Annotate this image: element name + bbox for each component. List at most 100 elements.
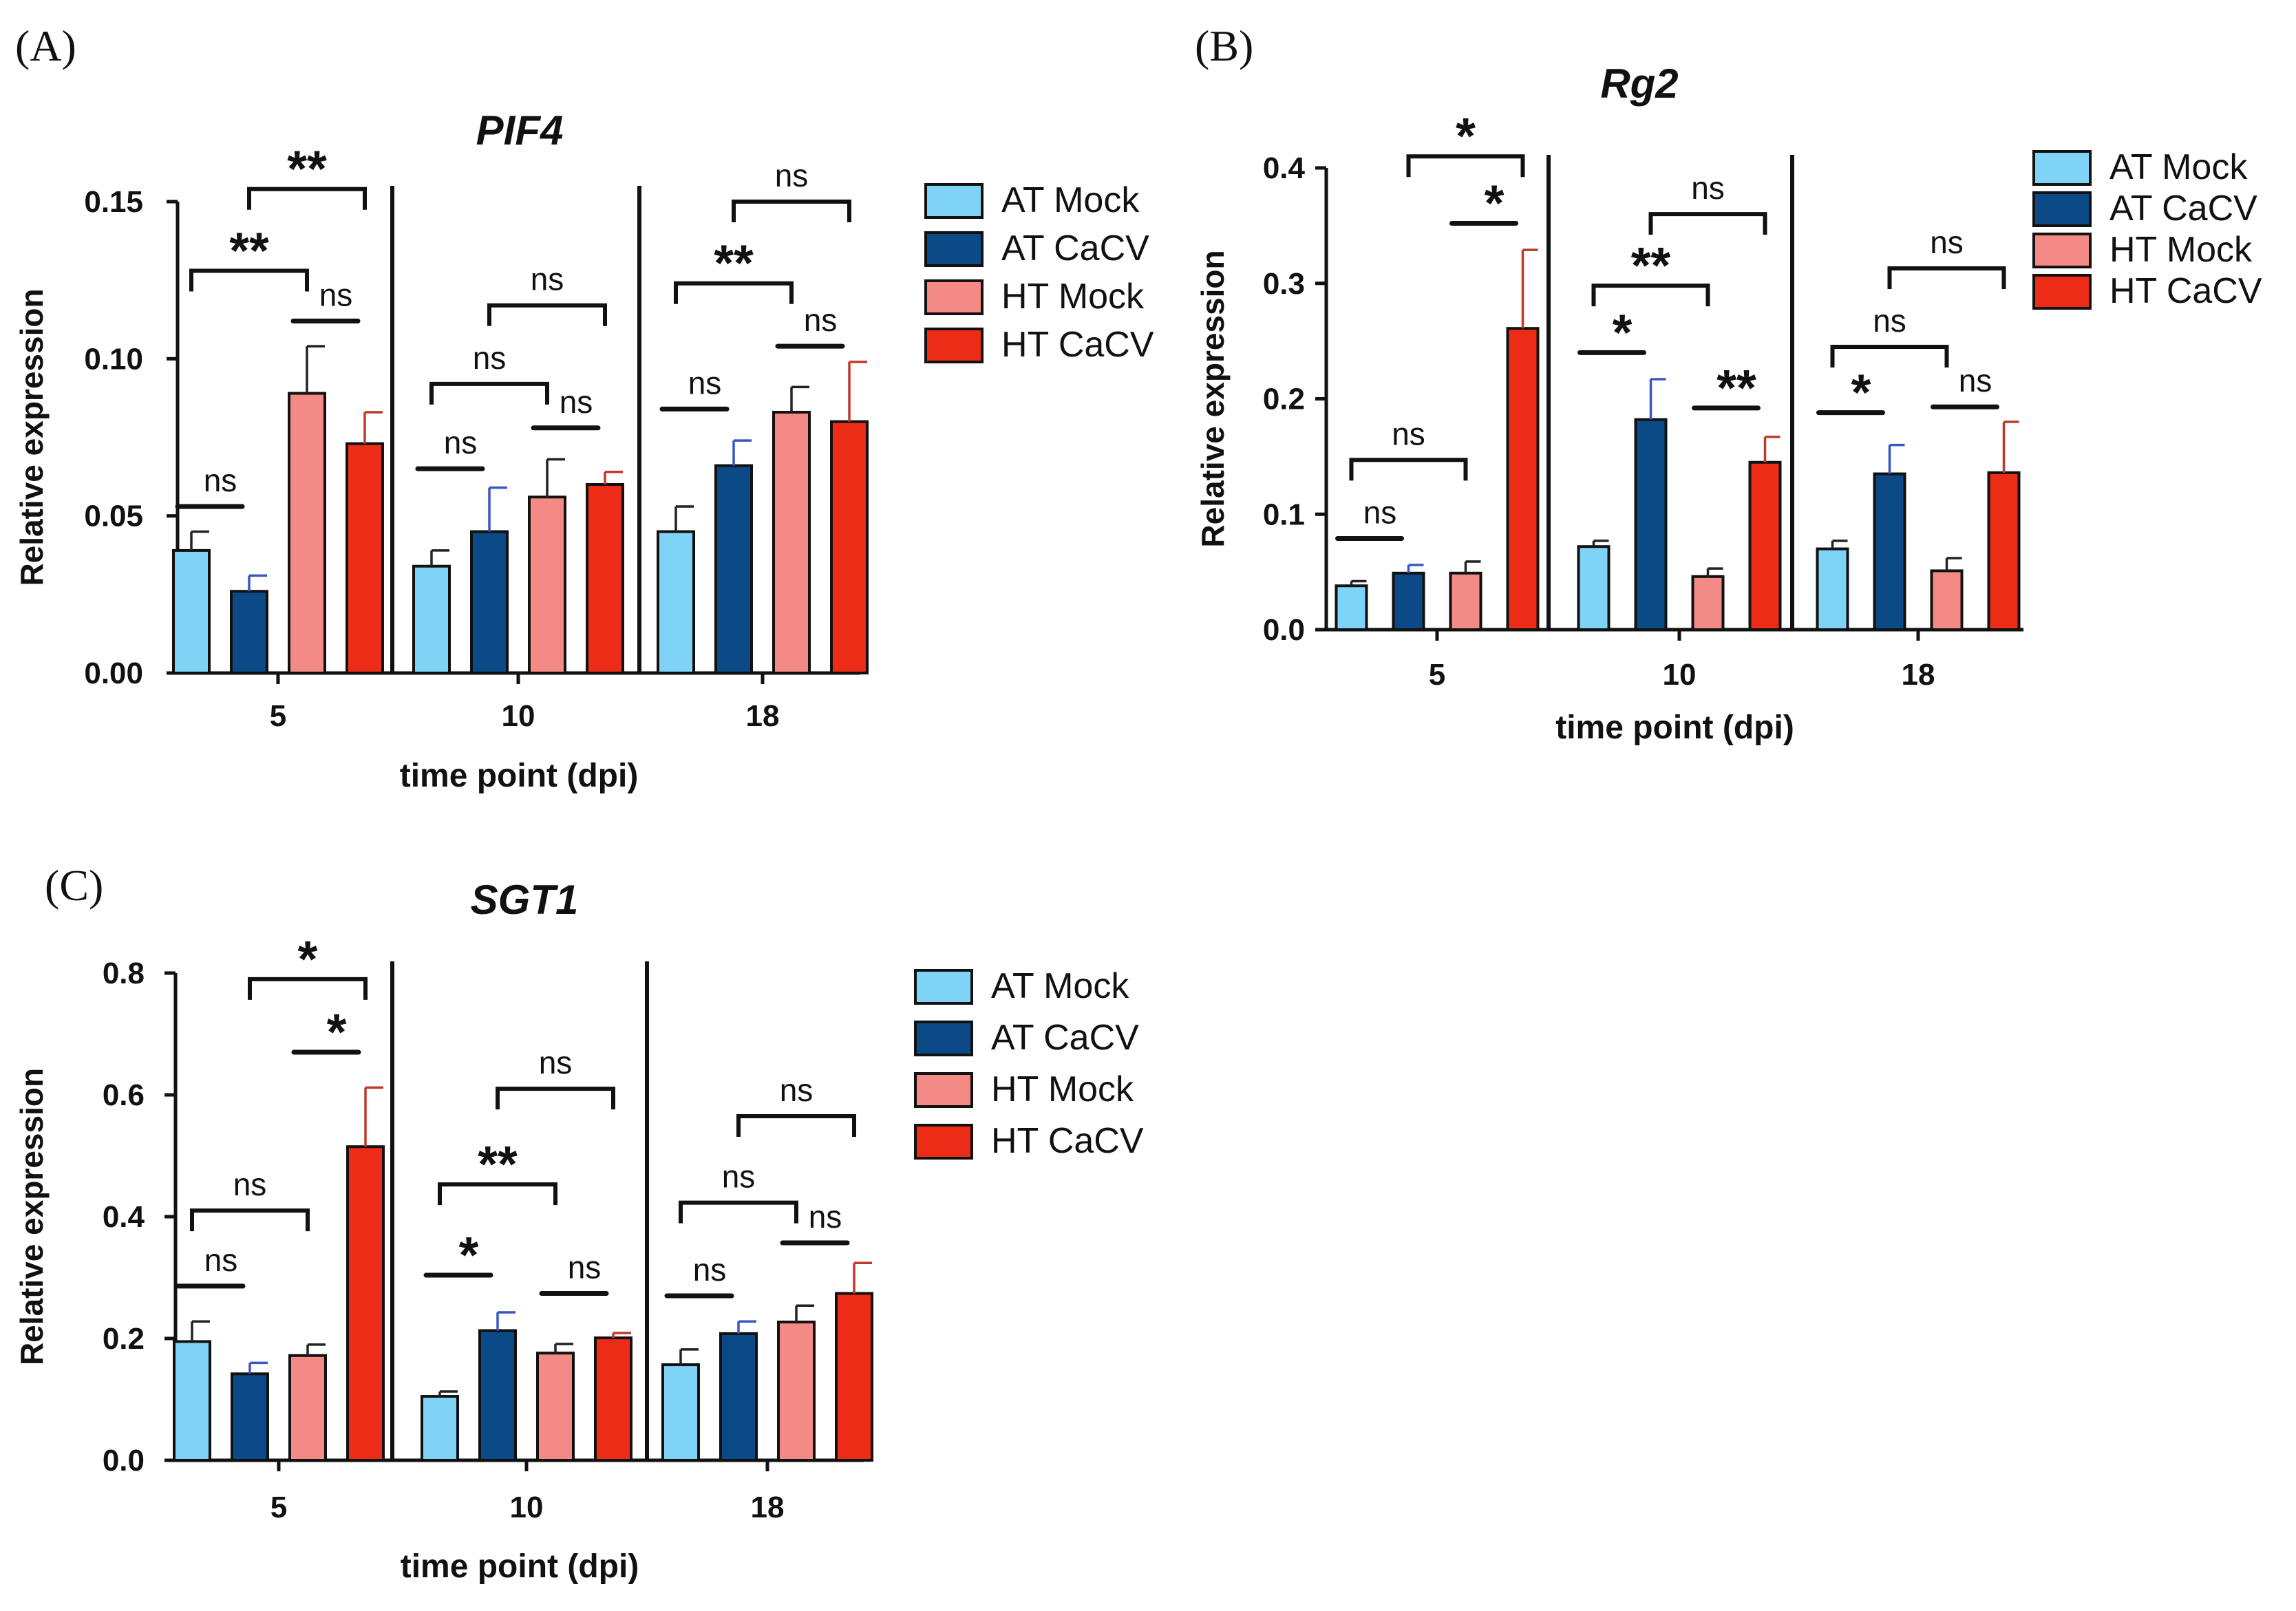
y-tick-label: 0.2	[103, 1322, 145, 1356]
significance-bracket	[679, 1200, 798, 1224]
y-tick-label: 0.0	[103, 1444, 145, 1477]
significance-bracket	[1887, 266, 2006, 289]
bar	[1987, 471, 2021, 631]
legend-label: HT CaCV	[2109, 271, 2262, 311]
significance-label: ns	[775, 158, 809, 193]
x-tick-label: 18	[1902, 658, 1935, 692]
significance-bracket	[248, 977, 368, 1000]
y-axis-label: Relative expression	[1195, 250, 1231, 547]
significance-label: ns	[1873, 303, 1906, 339]
significance-label: ns	[722, 1159, 756, 1195]
bar	[1816, 547, 1849, 632]
significance-label: ns	[804, 302, 838, 338]
y-axis-label: Relative expression	[14, 288, 50, 586]
panel-label: (C)	[45, 861, 103, 910]
bar	[288, 1354, 327, 1462]
chart-title: Rg2	[1600, 61, 1678, 107]
panel-label: (B)	[1195, 21, 1253, 70]
bar	[1634, 418, 1668, 631]
legend-swatch	[2032, 191, 2092, 227]
legend-label: AT CaCV	[991, 1018, 1139, 1058]
significance-bracket	[438, 1182, 557, 1206]
significance-label: ns	[204, 1242, 238, 1278]
y-tick-label: 0.4	[103, 1200, 145, 1234]
significance-bracket	[1406, 154, 1525, 178]
legend-label: AT Mock	[2109, 147, 2248, 187]
y-tick-label: 0.6	[103, 1078, 145, 1112]
y-tick-label: 0.8	[103, 957, 145, 990]
significance-bracket	[247, 186, 367, 210]
bar	[1930, 569, 1964, 632]
legend-swatch	[914, 1124, 973, 1160]
significance-label: ns	[1959, 363, 1992, 398]
significance-bracket	[1349, 458, 1468, 481]
legend-swatch	[924, 328, 984, 363]
significance-label: *	[1456, 107, 1476, 164]
x-tick-label: 10	[1663, 658, 1697, 692]
bar	[231, 1372, 269, 1462]
significance-label: *	[1485, 175, 1505, 232]
bar	[346, 442, 384, 675]
significance-bracket	[732, 200, 851, 222]
legend-label: AT CaCV	[1001, 228, 1149, 268]
significance-label: ns	[1930, 224, 1964, 260]
significance-label: ns	[1691, 170, 1725, 206]
significance-bracket	[496, 1087, 615, 1110]
legend-label: AT Mock	[991, 966, 1129, 1006]
y-axis-label: Relative expression	[14, 1068, 50, 1365]
y-tick-label: 0.00	[84, 657, 143, 690]
bar	[1748, 460, 1782, 632]
bar	[1691, 575, 1725, 632]
legend-label: AT CaCV	[2109, 189, 2257, 228]
significance-label: ns	[560, 384, 593, 420]
legend-label: AT Mock	[1001, 180, 1140, 220]
legend-swatch	[914, 1072, 973, 1108]
significance-label: *	[1851, 364, 1871, 421]
bar	[1392, 571, 1425, 631]
x-tick-label: 18	[751, 1491, 785, 1524]
bar	[1449, 571, 1482, 631]
significance-label: *	[298, 930, 318, 988]
bar	[661, 1363, 700, 1462]
significance-label: *	[327, 1003, 347, 1060]
bar	[536, 1352, 575, 1462]
bar	[714, 464, 753, 674]
significance-label: ns	[539, 1045, 573, 1080]
significance-label: ns	[568, 1250, 602, 1285]
significance-bracket	[1830, 345, 1949, 368]
y-tick-label: 0.4	[1263, 151, 1306, 185]
bar	[288, 392, 326, 674]
x-tick-label: 10	[502, 699, 535, 733]
legend: AT Mock AT CaCV HT Mock HT CaCV	[924, 180, 1154, 365]
bar	[772, 410, 811, 674]
significance-label: **	[1716, 359, 1756, 416]
significance-label: **	[714, 235, 754, 292]
bar	[586, 483, 624, 674]
significance-label: ns	[1363, 494, 1397, 530]
significance-label: ns	[233, 1166, 267, 1202]
legend-label: HT Mock	[1001, 277, 1145, 317]
significance-bracket	[1648, 212, 1767, 235]
significance-label: ns	[693, 1252, 727, 1288]
bar	[657, 530, 695, 674]
bar	[478, 1329, 517, 1462]
bar	[230, 590, 268, 674]
chart-title: SGT1	[471, 877, 579, 923]
bar	[470, 530, 509, 674]
bar	[1335, 584, 1368, 632]
legend-swatch	[924, 279, 984, 315]
y-tick-label: 0.2	[1263, 383, 1305, 416]
significance-label: ns	[319, 277, 353, 313]
significance-label: **	[1631, 237, 1671, 294]
significance-bracket	[190, 1208, 310, 1232]
bar	[173, 1340, 211, 1462]
significance-label: **	[229, 222, 269, 279]
legend-swatch	[2032, 233, 2092, 268]
significance-bracket	[429, 381, 549, 405]
panel-label: (A)	[15, 21, 76, 70]
x-tick-label: 18	[746, 699, 780, 733]
legend-label: HT CaCV	[1001, 325, 1154, 365]
